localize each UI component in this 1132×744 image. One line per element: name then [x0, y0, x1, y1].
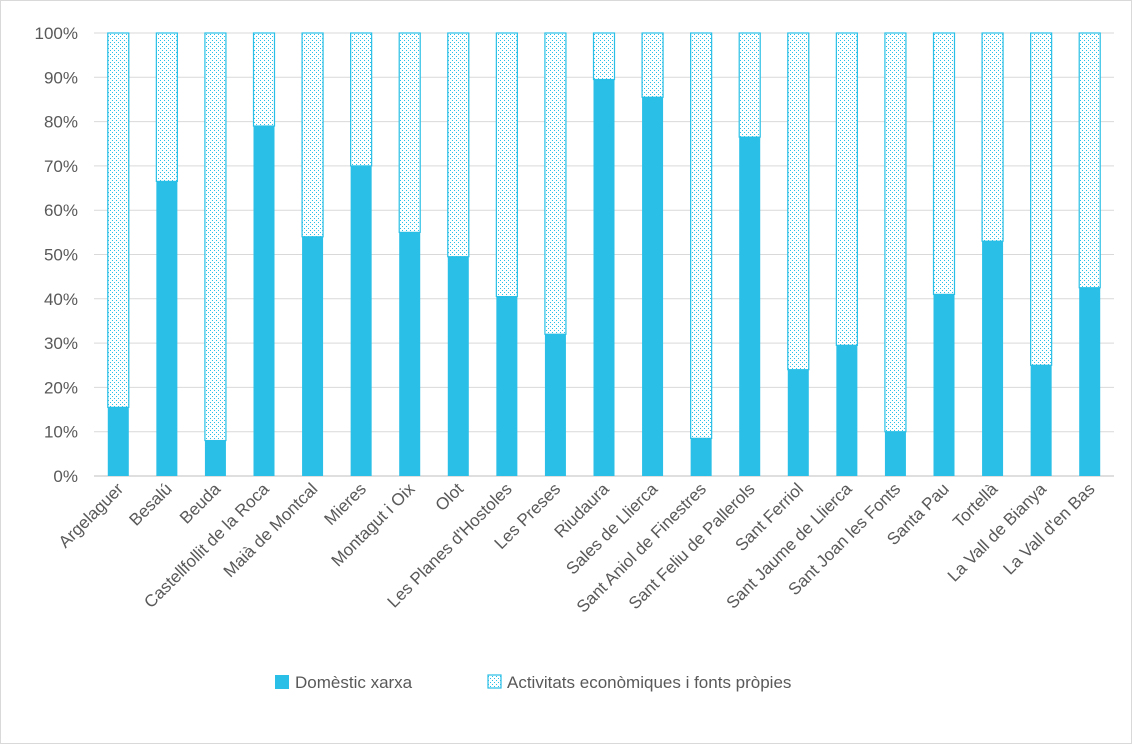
y-tick-label: 0%: [53, 467, 78, 486]
y-tick-label: 10%: [44, 423, 78, 442]
bar-segment-activitats: [787, 32, 810, 371]
bar-segment-activitats: [204, 32, 227, 442]
bar-segment-domestic: [544, 334, 566, 476]
bar-segment-domestic: [107, 407, 129, 476]
y-tick-label: 80%: [44, 113, 78, 132]
x-tick-label: Montagut i Oix: [328, 479, 419, 570]
y-axis-ticks: 0% 10% 20% 30% 40% 50% 60% 70% 80% 90% 100%: [35, 24, 78, 486]
bar-segment-activitats: [252, 32, 276, 127]
bar-segment-activitats: [350, 32, 373, 167]
bar-segment-domestic: [302, 236, 324, 476]
bar-segment-domestic: [787, 369, 809, 476]
bar-segment-domestic: [1079, 287, 1101, 476]
bar-segment-domestic: [739, 137, 761, 477]
bar-segment-activitats: [495, 32, 518, 298]
legend-swatch-domestic: [275, 675, 289, 689]
bar-segment-activitats: [884, 32, 907, 433]
bar-segment-domestic: [836, 345, 858, 476]
bar-segment-activitats: [447, 32, 470, 258]
bar-segment-activitats: [107, 32, 130, 408]
bar-segment-domestic: [253, 126, 275, 476]
y-tick-label: 30%: [44, 334, 78, 353]
bar-segment-domestic: [933, 294, 955, 476]
y-tick-label: 50%: [44, 246, 78, 265]
bar-segment-activitats: [641, 32, 664, 98]
y-tick-label: 100%: [35, 24, 78, 43]
bar-segment-domestic: [884, 431, 906, 476]
bar-segment-activitats: [981, 32, 1004, 242]
bar-segment-domestic: [399, 232, 421, 476]
y-tick-label: 20%: [44, 378, 78, 397]
y-tick-label: 90%: [44, 68, 78, 87]
y-tick-label: 70%: [44, 157, 78, 176]
legend-label-activitats: Activitats econòmiques i fonts pròpies: [507, 673, 791, 692]
y-tick-label: 60%: [44, 201, 78, 220]
bar-segment-domestic: [982, 241, 1004, 476]
bar-segment-activitats: [835, 32, 858, 346]
x-tick-label: La Vall d'en Bas: [999, 479, 1098, 578]
bar-segment-domestic: [350, 165, 372, 476]
bar-segment-activitats: [1078, 32, 1101, 289]
bar-segment-domestic: [447, 256, 469, 476]
x-tick-label: Argelaguer: [55, 479, 127, 551]
bar-segment-activitats: [592, 32, 616, 81]
bar-segment-activitats: [155, 32, 178, 183]
x-tick-label: Besalú: [125, 479, 175, 529]
legend: Domèstic xarxa Activitats econòmiques i …: [275, 673, 791, 692]
legend-swatch-activitats: [487, 674, 502, 689]
bar-segment-domestic: [204, 440, 226, 476]
bars: [107, 32, 1101, 477]
bar-segment-domestic: [496, 296, 518, 476]
bar-segment-activitats: [398, 32, 421, 233]
x-tick-label: Olot: [432, 479, 468, 515]
y-tick-label: 40%: [44, 290, 78, 309]
bar-segment-activitats: [1030, 32, 1053, 366]
bar-segment-domestic: [1030, 365, 1052, 476]
bar-segment-domestic: [690, 438, 712, 476]
legend-label-domestic: Domèstic xarxa: [295, 673, 413, 692]
bar-segment-activitats: [544, 32, 567, 335]
bar-segment-domestic: [642, 97, 664, 477]
bar-segment-activitats: [932, 32, 956, 295]
bar-segment-domestic: [156, 181, 178, 476]
bar-segment-activitats: [738, 32, 761, 138]
bar-segment-domestic: [593, 79, 615, 476]
bar-segment-activitats: [690, 32, 713, 439]
bar-segment-activitats: [301, 32, 324, 238]
